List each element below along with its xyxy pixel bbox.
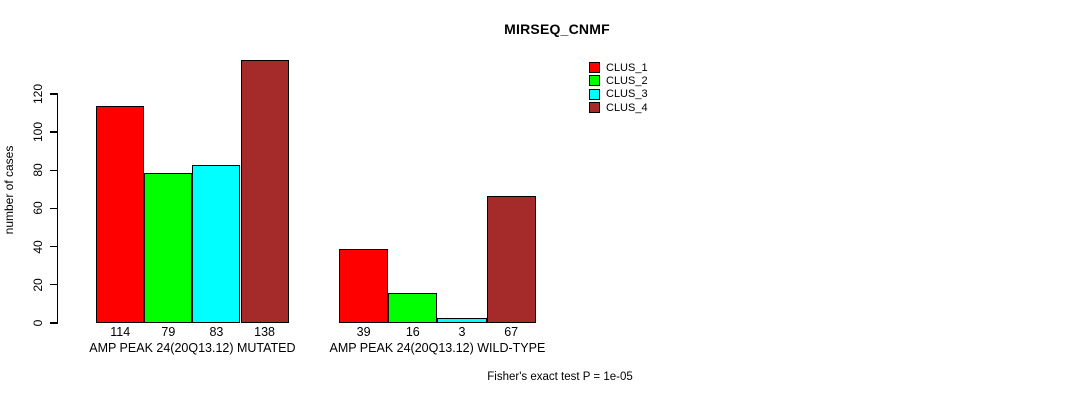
legend-label: CLUS_1	[606, 61, 648, 74]
y-tick-label: 20	[30, 278, 45, 292]
bar-clus_1-group1	[96, 105, 145, 324]
y-tick	[49, 131, 57, 133]
y-tick-label: 120	[30, 83, 45, 104]
y-tick	[49, 245, 57, 248]
y-tick-label: 40	[30, 239, 45, 254]
fisher-test-annotation: Fisher's exact test P = 1e-05	[487, 371, 633, 383]
legend-swatch-icon	[589, 62, 600, 74]
y-axis-label: number of cases	[2, 145, 16, 235]
y-tick-label: 100	[30, 122, 45, 143]
bar-clus_3-group1	[192, 165, 241, 324]
legend: CLUS_1 CLUS_2 CLUS_3 CLUS_4	[589, 61, 648, 114]
y-tick-label: 60	[30, 201, 45, 216]
legend-label: CLUS_4	[606, 101, 648, 114]
bar-value-label: 67	[504, 324, 519, 339]
bar-value-label: 39	[356, 324, 371, 339]
legend-label: CLUS_3	[606, 88, 648, 101]
bar-clus_1-group2	[339, 249, 389, 324]
bar-value-label: 138	[254, 324, 275, 339]
y-tick	[49, 93, 57, 95]
bar-clus_2-group1	[144, 172, 193, 324]
legend-swatch-icon	[589, 75, 600, 87]
x-group-label: AMP PEAK 24(20Q13.12) MUTATED	[89, 341, 296, 355]
bar-clus_2-group2	[388, 292, 438, 324]
y-tick	[49, 322, 57, 324]
x-group-label: AMP PEAK 24(20Q13.12) WILD-TYPE	[329, 341, 546, 355]
bar-value-label: 83	[209, 324, 224, 339]
legend-swatch-icon	[589, 88, 600, 100]
legend-swatch-icon	[589, 102, 600, 114]
y-tick	[49, 284, 57, 286]
y-axis-line	[57, 93, 59, 324]
y-tick-label: 0	[30, 319, 45, 327]
bar-value-label: 16	[405, 324, 420, 339]
y-tick	[49, 169, 57, 171]
bar-value-label: 3	[458, 324, 466, 339]
bar-value-label: 79	[161, 324, 176, 339]
legend-item-clus_3: CLUS_3	[589, 88, 648, 101]
bar-value-label: 114	[110, 324, 131, 339]
y-tick	[49, 207, 57, 210]
legend-item-clus_2: CLUS_2	[589, 74, 648, 87]
bar-clus_3-group2	[437, 317, 487, 324]
legend-item-clus_4: CLUS_4	[589, 101, 648, 114]
y-tick-label: 80	[30, 163, 45, 177]
chart-title: MIRSEQ_CNMF	[504, 21, 610, 37]
legend-item-clus_1: CLUS_1	[589, 61, 648, 74]
legend-label: CLUS_2	[606, 74, 648, 87]
bar-clus_4-group2	[486, 195, 536, 324]
bar-clus_4-group1	[240, 60, 289, 324]
